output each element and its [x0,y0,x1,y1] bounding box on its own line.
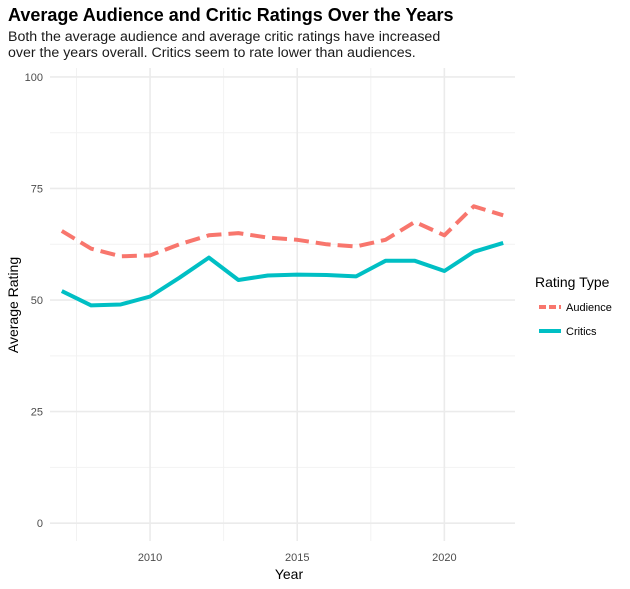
legend-label-audience: Audience [566,302,612,314]
y-axis-ticks: 0 25 50 75 100 [25,72,43,530]
y-tick-label: 0 [37,518,43,530]
series-lines [60,204,504,308]
subtitle-line-2: over the years overall. Critics seem to … [8,45,416,61]
y-tick-label: 100 [25,72,43,84]
legend-label-critics: Critics [566,326,597,338]
legend-title: Rating Type [535,274,610,290]
x-axis-title: Year [275,566,304,582]
x-tick-label: 2015 [285,552,309,564]
legend: Rating Type Audience Critics [535,274,612,338]
y-tick-label: 75 [31,183,43,195]
y-tick-label: 50 [31,295,43,307]
chart-title: Average Audience and Critic Ratings Over… [8,5,454,25]
chart-subtitle: Both the average audience and average cr… [8,29,440,61]
series-line-audience [60,204,504,259]
x-tick-label: 2020 [432,552,456,564]
x-axis-ticks: 2010 2015 2020 [138,552,457,564]
x-tick-label: 2010 [138,552,162,564]
subtitle-line-1: Both the average audience and average cr… [8,29,441,45]
y-axis-title: Average Rating [5,257,21,353]
plot-panel [50,68,515,541]
series-line-critics [60,240,504,308]
y-tick-label: 25 [31,407,43,419]
